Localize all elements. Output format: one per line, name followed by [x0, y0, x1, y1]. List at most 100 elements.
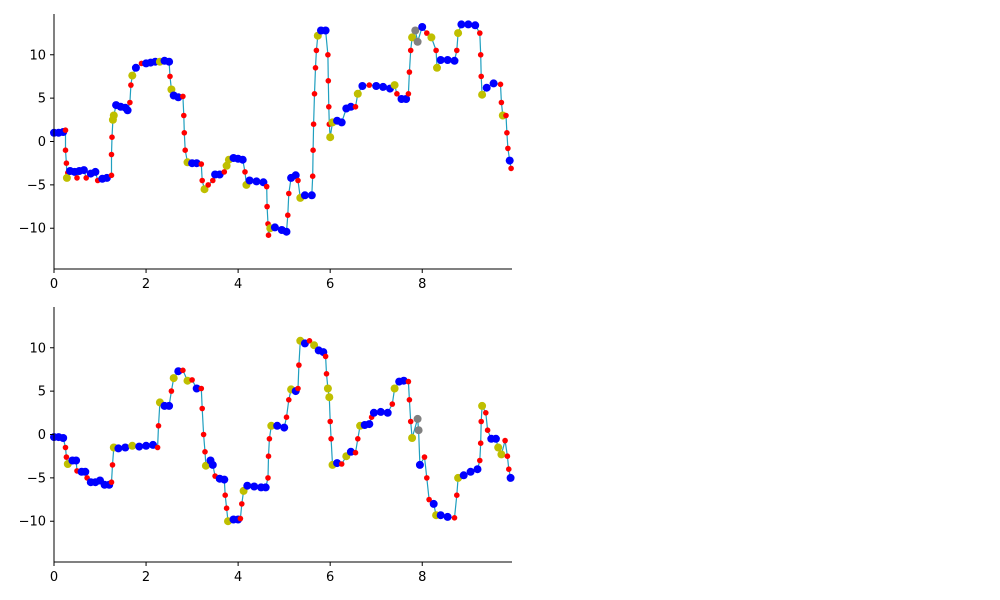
data-point	[168, 388, 175, 394]
data-point	[506, 466, 512, 473]
data-point	[477, 30, 483, 36]
data-point	[307, 191, 316, 200]
data-point	[322, 353, 329, 360]
y-tick-label: 0	[38, 428, 46, 443]
data-point	[325, 393, 334, 402]
x-tick-label: 8	[418, 570, 426, 585]
data-point	[328, 436, 334, 442]
data-point	[282, 227, 291, 236]
data-point	[222, 492, 228, 499]
data-point	[443, 56, 452, 64]
data-point	[321, 26, 330, 35]
data-point	[310, 147, 316, 153]
data-point	[165, 401, 174, 410]
data-point	[286, 190, 292, 197]
data-point	[208, 460, 217, 469]
data-point	[405, 378, 412, 385]
data-point	[415, 460, 424, 469]
data-point	[135, 442, 144, 451]
data-point	[237, 515, 244, 522]
data-point	[502, 437, 508, 444]
data-point	[261, 483, 270, 492]
data-point	[313, 47, 320, 54]
data-point	[333, 459, 342, 468]
data-point	[167, 73, 173, 80]
data-point	[433, 63, 441, 72]
data-point	[365, 420, 374, 429]
data-point	[413, 414, 422, 423]
data-point	[310, 341, 319, 350]
data-point	[411, 26, 420, 35]
x-tick-label: 6	[326, 570, 334, 585]
data-point	[508, 165, 514, 172]
data-point	[154, 444, 161, 451]
data-point	[407, 418, 414, 425]
data-point	[181, 130, 188, 136]
y-tick-label: 0	[38, 135, 46, 150]
data-point	[497, 81, 504, 88]
data-point	[165, 57, 174, 66]
data-point	[180, 367, 186, 374]
data-point	[62, 444, 69, 451]
data-point	[121, 443, 130, 452]
data-point	[454, 47, 460, 54]
x-tick-label: 4	[234, 570, 242, 585]
data-point	[346, 447, 355, 456]
data-point	[427, 33, 436, 42]
data-point	[266, 436, 273, 442]
data-point	[180, 93, 186, 100]
y-tick-label: 10	[29, 48, 46, 63]
y-tick-label: 10	[29, 341, 46, 356]
data-point	[478, 418, 485, 425]
data-point	[238, 155, 247, 164]
x-tick-label: 0	[50, 277, 58, 292]
data-point	[478, 90, 487, 99]
data-point	[503, 112, 509, 119]
data-point	[81, 467, 90, 476]
data-point	[505, 156, 514, 165]
data-point	[59, 434, 68, 442]
data-point	[174, 93, 183, 102]
data-point	[459, 471, 468, 480]
data-point	[223, 505, 230, 512]
data-point	[310, 121, 317, 127]
data-point	[477, 52, 484, 58]
data-point	[394, 91, 400, 97]
data-point	[205, 182, 211, 188]
data-point	[471, 21, 480, 30]
data-point	[413, 37, 422, 46]
data-point	[181, 112, 187, 119]
data-point	[414, 426, 423, 435]
y-tick-label: −5	[27, 471, 46, 486]
data-point	[504, 130, 510, 136]
x-tick-label: 8	[418, 277, 426, 292]
data-point	[291, 171, 300, 180]
data-point	[199, 405, 205, 412]
data-point	[325, 78, 332, 84]
data-point	[270, 223, 279, 232]
top-chart-panel: 0 2 4 6 8 10 5 0 −5 −10	[19, 14, 514, 292]
data-point	[74, 175, 80, 181]
data-point	[505, 145, 511, 152]
data-point	[406, 397, 413, 403]
data-point	[443, 512, 452, 521]
data-point	[436, 511, 445, 520]
data-point	[285, 212, 291, 218]
data-point	[280, 423, 289, 432]
data-point	[352, 104, 359, 110]
data-point	[352, 449, 359, 456]
data-point	[325, 52, 331, 58]
data-point	[63, 160, 70, 166]
data-point	[79, 166, 88, 175]
x-tick-label: 2	[142, 277, 150, 292]
data-point	[418, 23, 427, 31]
data-point	[63, 454, 70, 460]
data-point	[454, 29, 463, 38]
data-point	[273, 421, 282, 430]
data-point	[323, 371, 330, 377]
data-point	[295, 177, 301, 184]
data-point	[489, 79, 498, 88]
x-tick-label: 0	[50, 570, 58, 585]
data-point	[376, 407, 385, 416]
